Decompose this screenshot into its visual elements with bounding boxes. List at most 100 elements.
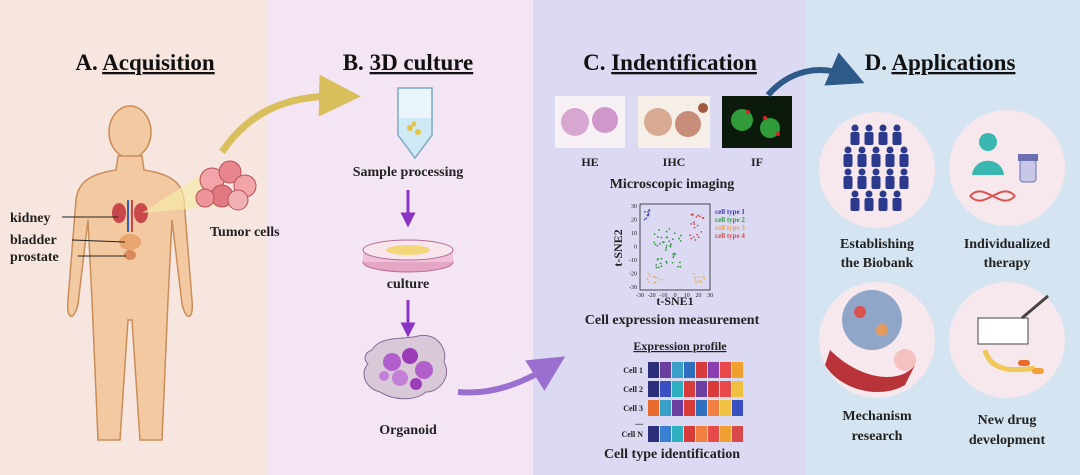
scatter-dot [691,213,694,215]
shape-path [363,334,448,400]
app-label: Establishing [840,237,914,252]
arrow [765,52,865,98]
heatmap-title: Expression profile [633,339,727,353]
y-tick-label: 30 [631,204,637,210]
caption: Cell expression measurement [585,313,760,328]
scatter-dot [690,237,693,240]
shape-tspan: Applications [891,50,1015,75]
person-body [843,176,853,189]
x-tick-label: -30 [636,293,644,299]
y-tick-label: 20 [631,218,637,224]
scatter-dot [648,281,650,283]
scatter-dot [653,275,655,278]
heat-cell [708,426,719,442]
row-label: .... [635,418,643,427]
organ-label: kidney [10,211,50,226]
person-head [879,124,887,132]
scatter-dot [669,243,672,245]
scatter-dot [692,221,695,224]
person-head [886,146,894,154]
heat-cell [660,381,671,397]
shape-line [1021,294,1049,320]
shape-tspan: Indentification [611,50,757,75]
person-head [872,168,880,176]
scatter-dot [654,243,657,246]
scatter-dot [645,217,648,220]
scatter-dot [649,275,651,277]
scatter-dot [654,276,657,279]
x-tick-label: -20 [648,293,656,299]
scatter-dot [665,244,668,247]
scatter-dot [694,279,696,281]
heat-cell [708,381,719,397]
scatter-dot [668,240,671,243]
x-tick-label: 10 [684,293,690,299]
person-body [892,198,902,211]
heat-cell [696,426,707,442]
heat-cell [696,381,707,397]
scatter-dot [646,278,649,280]
shape-ellipse [124,250,136,260]
row-label: Cell 3 [623,404,643,413]
scatter-dot [673,232,676,235]
scatter-dot [659,262,662,265]
shape-tspan: A. [75,50,97,75]
step-label: culture [387,277,430,292]
therapy-icon [969,133,1038,202]
scatter-dot [689,234,692,237]
shape-circle [392,370,408,386]
heat-cell [648,362,659,378]
scatter-dot [660,278,663,281]
person-head [893,190,901,198]
scatter-dot [664,249,667,251]
mechanism-icon [825,290,916,393]
panel-title: B. 3D culture [343,50,474,75]
shape-ellipse [134,203,148,223]
heat-cell [684,362,695,378]
scatter-dot [662,241,664,244]
app-label: Mechanism [842,409,912,424]
person-body [864,132,874,145]
scatter-dot [653,233,656,236]
shape-circle [410,378,422,390]
shape-circle [698,103,708,113]
shape-ellipse [108,105,152,159]
organoid [363,334,448,400]
heat-cell [696,400,707,416]
heat-cell [708,362,719,378]
scatter-dot [696,280,699,283]
person-head [893,124,901,132]
shape-circle [592,107,618,133]
scatter-dot [659,242,661,245]
scatter-dot [656,277,659,279]
panel-title: C. Indentification [583,50,757,75]
person-body [871,176,881,189]
person-body [892,132,902,145]
scatter-dot [655,266,658,269]
scatter-dot [697,236,700,239]
scatter-dot [644,211,646,213]
shape-circle [195,188,215,208]
scatter-dot [656,236,659,238]
person-head [844,168,852,176]
person-head [886,168,894,176]
scatter-dot [647,213,650,216]
axis-label: t-SNE1 [656,294,693,308]
caption: Microscopic imaging [610,177,735,192]
panel-title: D. Applications [865,50,1016,75]
heat-cell [672,426,683,442]
caption: Cell type identification [604,447,740,462]
step-label: Sample processing [353,165,464,180]
shape-rect [639,203,711,291]
person-head [865,190,873,198]
app-label: research [852,429,903,444]
scatter-dot [656,244,659,247]
shape-rect [1032,368,1044,374]
image-label: HE [581,155,598,169]
heatmap: Cell 1 Cell 2 Cell 3.... Cell N [621,362,743,442]
scatter-dot [679,261,681,264]
heat-cell [684,381,695,397]
y-tick-label: -30 [629,285,637,291]
